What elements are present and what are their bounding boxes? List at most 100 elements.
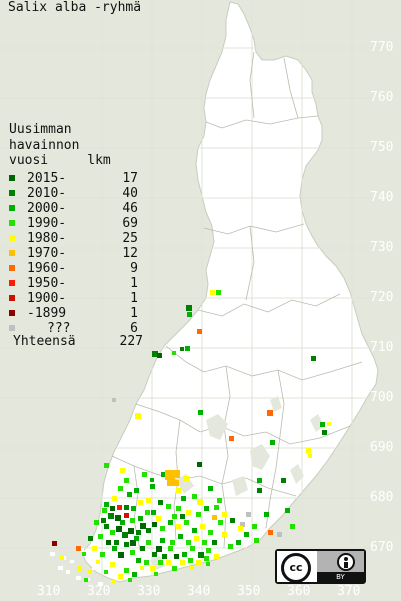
observation-square xyxy=(185,346,190,351)
observation-square xyxy=(281,478,286,483)
observation-square xyxy=(197,462,202,467)
observation-square xyxy=(198,552,204,558)
observation-square xyxy=(136,530,141,535)
observation-square xyxy=(192,494,197,499)
observation-square xyxy=(212,540,217,545)
total-label: Yhteensä xyxy=(13,334,76,349)
observation-square xyxy=(140,566,144,570)
observation-square xyxy=(257,478,262,483)
observation-square xyxy=(222,512,227,517)
observation-square xyxy=(100,552,105,557)
observation-square xyxy=(285,508,290,513)
observation-square xyxy=(76,546,81,551)
observation-square xyxy=(184,520,189,525)
observation-square xyxy=(101,518,106,523)
x-tick-label: 350 xyxy=(237,584,261,599)
observation-square xyxy=(214,505,219,510)
observation-square xyxy=(150,484,155,489)
observation-square xyxy=(130,518,135,523)
observation-square xyxy=(117,505,122,510)
x-tick-label: 370 xyxy=(337,584,361,599)
observation-square xyxy=(116,526,122,532)
x-tick-label: 330 xyxy=(137,584,161,599)
legend-period-label: 1950- xyxy=(27,276,67,291)
observation-square xyxy=(161,472,166,477)
observation-square xyxy=(157,353,162,358)
observation-square xyxy=(106,540,111,545)
observation-square xyxy=(112,546,117,551)
observation-square xyxy=(240,522,245,527)
observation-square xyxy=(152,522,157,527)
observation-square xyxy=(128,528,134,534)
observation-square xyxy=(88,570,92,574)
y-tick-label: 690 xyxy=(370,440,394,455)
x-tick-label: 320 xyxy=(87,584,111,599)
observation-square xyxy=(118,574,123,579)
observation-square xyxy=(218,520,223,525)
observation-square xyxy=(322,430,327,435)
legend-period-label: 1960- xyxy=(27,261,67,276)
observation-square xyxy=(196,512,201,517)
observation-square xyxy=(98,534,103,539)
observation-square xyxy=(198,410,203,415)
observation-square xyxy=(230,518,235,523)
observation-square xyxy=(264,512,269,517)
y-tick-label: 760 xyxy=(370,90,394,105)
observation-square xyxy=(236,540,241,545)
observation-square xyxy=(202,540,207,545)
legend-swatch xyxy=(9,295,15,301)
observation-square xyxy=(214,554,219,559)
observation-square xyxy=(197,329,202,334)
observation-square xyxy=(172,470,180,478)
observation-square xyxy=(229,436,234,441)
observation-square xyxy=(120,520,125,525)
observation-square xyxy=(134,536,139,541)
observation-square xyxy=(184,476,189,481)
observation-square xyxy=(188,558,193,563)
observation-square xyxy=(124,542,129,547)
y-tick-label: 680 xyxy=(370,490,394,505)
legend-count: 1 xyxy=(130,276,138,291)
observation-square xyxy=(244,532,249,537)
observation-square xyxy=(110,530,115,535)
observation-square xyxy=(158,500,163,505)
observation-square xyxy=(112,580,116,584)
observation-square xyxy=(167,478,175,486)
observation-square xyxy=(257,488,262,493)
observation-square xyxy=(311,356,316,361)
observation-square xyxy=(210,290,215,295)
legend-total: Yhteensä 227 xyxy=(13,334,143,349)
observation-square xyxy=(108,513,114,519)
observation-square xyxy=(104,524,109,529)
observation-square xyxy=(104,463,109,468)
legend-swatch xyxy=(9,280,15,286)
legend-swatch xyxy=(9,175,15,181)
observation-square xyxy=(104,502,109,507)
observation-square xyxy=(172,514,177,519)
y-tick-label: 670 xyxy=(370,540,394,555)
observation-square xyxy=(124,478,129,483)
observation-squares xyxy=(52,290,331,584)
legend-swatch xyxy=(9,190,15,196)
by-label: BY xyxy=(317,572,364,582)
observation-square xyxy=(60,556,64,560)
observation-square xyxy=(206,548,211,553)
observation-square xyxy=(208,530,213,535)
y-tick-label: 720 xyxy=(370,290,394,305)
observation-square xyxy=(77,566,82,571)
observation-square xyxy=(190,546,195,551)
observation-square xyxy=(144,560,149,565)
observation-square xyxy=(290,524,295,529)
observation-square xyxy=(306,448,311,453)
observation-square xyxy=(120,468,125,473)
observation-square xyxy=(246,512,251,517)
observation-square xyxy=(176,524,181,529)
x-tick-label: 310 xyxy=(37,584,61,599)
legend-count: 46 xyxy=(122,201,138,216)
observation-square xyxy=(152,552,157,557)
cc-by-license-badge[interactable]: cc BY xyxy=(275,549,366,584)
legend-period-label: -1899 xyxy=(27,306,67,321)
observation-square xyxy=(200,524,205,529)
observation-square xyxy=(146,528,151,533)
legend-count: 40 xyxy=(122,186,138,201)
